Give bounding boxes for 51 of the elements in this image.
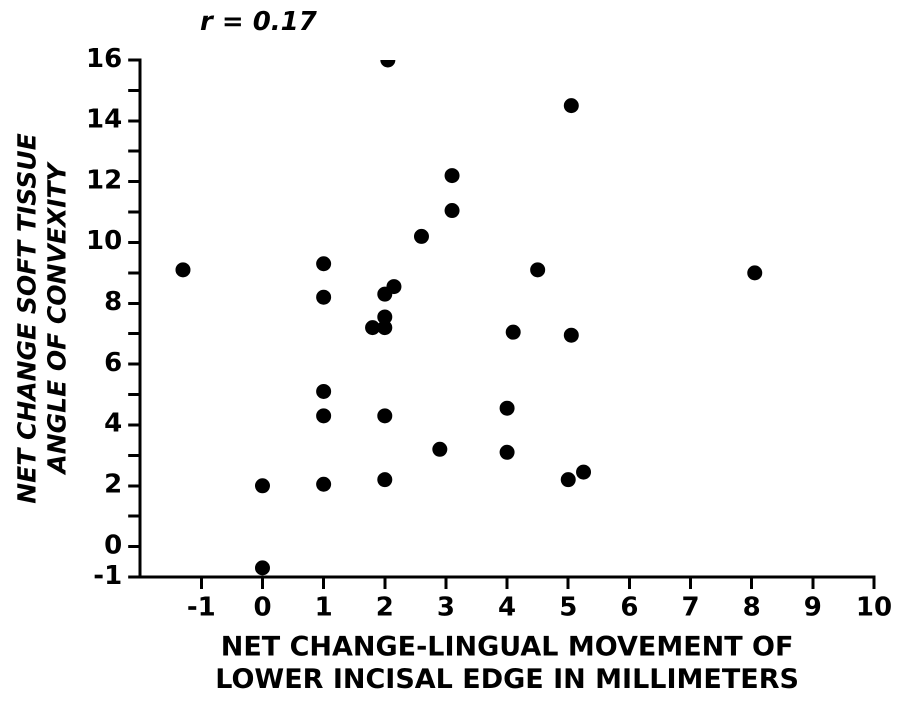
x-tick-label: 8 [742, 592, 761, 622]
y-tick-label: 6 [104, 348, 122, 378]
x-axis-title: NET CHANGE-LINGUAL MOVEMENT OF LOWER INCISAL EDGE IN MILLIMETERS [215, 631, 799, 695]
x-tick-label: 4 [498, 592, 516, 622]
point [530, 262, 546, 278]
x-tick-label: 3 [436, 592, 455, 622]
x-tick-label: 10 [856, 592, 892, 622]
point [175, 262, 190, 278]
point [254, 560, 270, 576]
point [377, 472, 392, 488]
x-tick-label: 2 [376, 592, 394, 622]
y-tick-label: 2 [104, 470, 122, 500]
point [564, 328, 579, 343]
point [377, 320, 392, 336]
point [747, 265, 762, 280]
point [576, 464, 592, 480]
y-tick-label: 10 [86, 226, 122, 256]
point [316, 476, 332, 492]
y-axis-title: NET CHANGE SOFT TISSUE ANGLE OF CONVEXITY [12, 133, 72, 504]
y-tick-label: 12 [86, 165, 122, 196]
x-tick-label: 5 [559, 592, 578, 622]
x-tick-label: 0 [253, 592, 272, 622]
y-tick-label: 14 [86, 104, 122, 135]
x-tick-label: 1 [314, 592, 333, 622]
x-tick-label: -1 [186, 592, 216, 622]
point [500, 400, 515, 416]
y-tick-label: 8 [104, 287, 122, 318]
point [377, 408, 392, 424]
y-tick-label: -1 [93, 560, 122, 591]
point [365, 320, 380, 336]
text: r = 0.17 [200, 7, 318, 37]
y-tick-label: 16 [86, 44, 122, 74]
y-tick-label: 4 [104, 408, 122, 439]
point [564, 98, 579, 114]
point [414, 228, 429, 244]
x-tick-label: 9 [804, 592, 822, 622]
x-tick-label: 6 [620, 592, 638, 622]
point [432, 442, 448, 457]
y-tick-label: 0 [104, 530, 122, 560]
point [254, 478, 270, 494]
point [316, 384, 332, 399]
point [316, 408, 332, 424]
point [316, 256, 332, 272]
point [500, 444, 515, 460]
point [444, 203, 460, 218]
point [444, 168, 460, 184]
point [316, 290, 332, 305]
point [386, 279, 402, 294]
x-tick-label: 7 [682, 592, 700, 622]
point [560, 472, 576, 488]
point [506, 324, 521, 340]
